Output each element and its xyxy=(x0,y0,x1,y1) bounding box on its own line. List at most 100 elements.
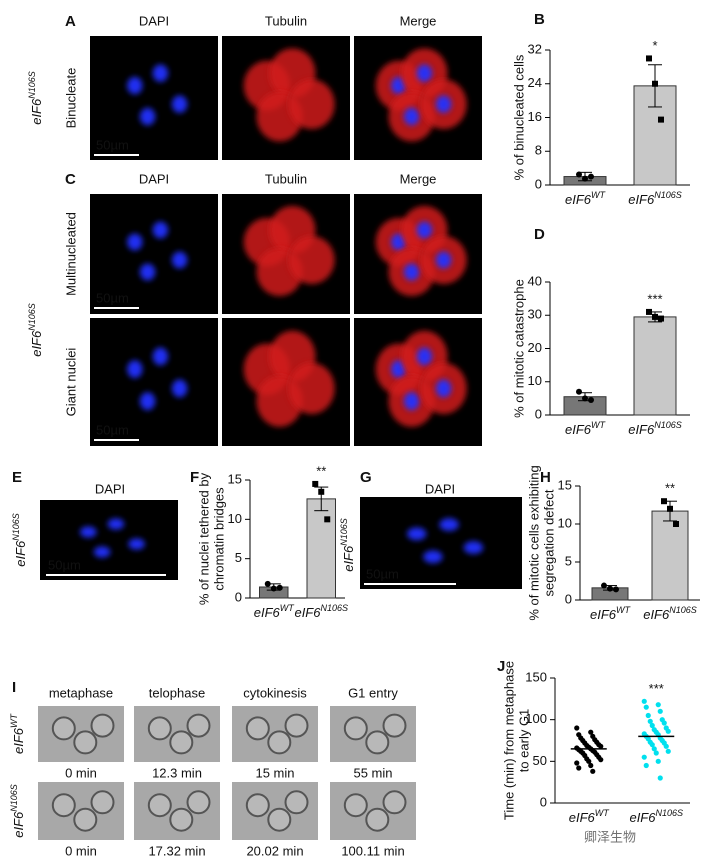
x-tick-label-base: eIF6 xyxy=(565,422,592,437)
cell xyxy=(139,107,156,126)
x-tick-label-sup: WT xyxy=(595,808,610,818)
time-label: 0 min xyxy=(65,765,97,780)
x-tick-label: eIF6N106S xyxy=(643,605,697,622)
cell xyxy=(90,713,115,738)
panel-label: F xyxy=(190,469,199,486)
row-label: Giant nuclei xyxy=(63,348,78,417)
cell xyxy=(365,730,390,755)
data-point xyxy=(647,718,653,724)
y-tick-label: 15 xyxy=(558,477,572,492)
y-tick-label: 32 xyxy=(528,41,542,56)
y-axis-label: to early G1 xyxy=(516,709,531,773)
significance: ** xyxy=(665,481,675,496)
x-tick-label-sup: WT xyxy=(591,190,606,200)
side-label: eIF6N106S xyxy=(9,784,26,838)
cell xyxy=(139,263,156,281)
cell xyxy=(73,730,98,755)
cell xyxy=(147,793,172,818)
y-tick-label: 0 xyxy=(235,589,242,604)
cell xyxy=(51,793,76,818)
cell xyxy=(284,790,309,815)
data-point xyxy=(655,702,661,708)
cell xyxy=(90,790,115,815)
column-label: DAPI xyxy=(425,481,455,496)
y-tick-label: 10 xyxy=(228,511,242,526)
panel-label: C xyxy=(65,171,76,188)
x-tick-label-base: eIF6 xyxy=(643,607,670,622)
time-label: 100.11 min xyxy=(341,843,404,858)
data-point xyxy=(646,308,652,315)
data-point xyxy=(276,584,283,591)
column-label: metaphase xyxy=(49,685,113,700)
cell xyxy=(139,392,156,411)
panel-label: E xyxy=(12,469,22,486)
side-label-sup: WT xyxy=(9,712,19,727)
y-axis-label: % of mitotic catastrophe xyxy=(511,279,526,418)
column-label: Merge xyxy=(400,13,437,28)
cell xyxy=(288,362,335,414)
y-tick-label: 0 xyxy=(565,591,572,606)
panel-label: H xyxy=(540,469,551,486)
data-point xyxy=(643,704,649,710)
cell xyxy=(288,236,335,284)
micrograph xyxy=(40,500,178,580)
y-tick-label: 10 xyxy=(558,515,572,530)
data-point xyxy=(582,175,588,182)
y-axis-label: % of nuclei tethered by xyxy=(196,472,211,605)
cell xyxy=(416,64,433,82)
data-point xyxy=(598,743,604,749)
data-point xyxy=(576,171,582,178)
cell xyxy=(73,807,98,832)
side-label-base: eIF6 xyxy=(11,811,26,838)
data-point xyxy=(657,708,663,714)
side-label-base: eIF6 xyxy=(29,98,44,125)
x-tick-label-base: eIF6 xyxy=(629,810,656,825)
cell xyxy=(152,221,169,239)
bar xyxy=(651,510,689,601)
side-label: eIF6N106S xyxy=(11,513,28,567)
cell xyxy=(171,379,188,398)
scale-bar-label: 50µm xyxy=(366,566,399,581)
x-tick-label-base: eIF6 xyxy=(628,422,655,437)
data-point xyxy=(649,742,655,748)
significance: *** xyxy=(647,291,662,306)
time-label: 0 min xyxy=(65,843,97,858)
cell xyxy=(127,233,143,251)
data-point xyxy=(574,760,580,766)
data-point xyxy=(588,173,594,180)
x-tick-label-base: eIF6 xyxy=(565,192,592,207)
data-point xyxy=(663,743,669,749)
column-label: Tubulin xyxy=(265,171,307,186)
y-tick-label: 30 xyxy=(528,307,542,322)
y-tick-label: 0 xyxy=(535,176,542,191)
data-point xyxy=(651,746,657,752)
cell xyxy=(147,716,172,741)
data-point xyxy=(601,582,607,589)
cell xyxy=(403,392,420,411)
row-label: Multinucleated xyxy=(63,212,78,296)
data-point xyxy=(658,315,664,322)
data-point xyxy=(646,55,652,62)
data-point xyxy=(588,397,594,404)
data-point xyxy=(576,388,582,395)
y-tick-label: 20 xyxy=(528,340,542,355)
significance: * xyxy=(652,38,657,53)
side-label-base: eIF6 xyxy=(341,545,356,572)
x-tick-label: eIF6N106S xyxy=(628,190,682,207)
side-label-sup: N106S xyxy=(11,513,21,541)
side-label-sup: N106S xyxy=(27,303,37,331)
data-point xyxy=(661,720,667,726)
cell xyxy=(171,95,188,113)
x-tick-label: eIF6WT xyxy=(254,603,296,620)
watermark: 卿泽生物 xyxy=(584,829,636,844)
cell xyxy=(127,76,143,95)
y-tick-label: 5 xyxy=(235,550,242,565)
x-tick-label-sup: N106S xyxy=(655,808,683,818)
y-axis-label: chromatin bridges xyxy=(211,487,226,591)
column-label: Tubulin xyxy=(265,13,307,28)
cell xyxy=(416,347,433,366)
data-point xyxy=(607,585,613,592)
column-label: Merge xyxy=(400,171,437,186)
cell xyxy=(382,713,407,738)
data-point xyxy=(586,758,592,764)
